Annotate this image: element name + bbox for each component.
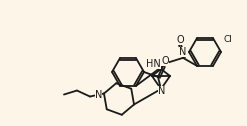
Text: N: N bbox=[179, 47, 186, 57]
Text: N: N bbox=[95, 90, 102, 100]
Text: HN: HN bbox=[146, 59, 161, 69]
Text: O: O bbox=[176, 35, 184, 45]
Text: N: N bbox=[158, 86, 166, 96]
Text: Cl: Cl bbox=[223, 35, 232, 44]
Text: O: O bbox=[161, 56, 169, 66]
